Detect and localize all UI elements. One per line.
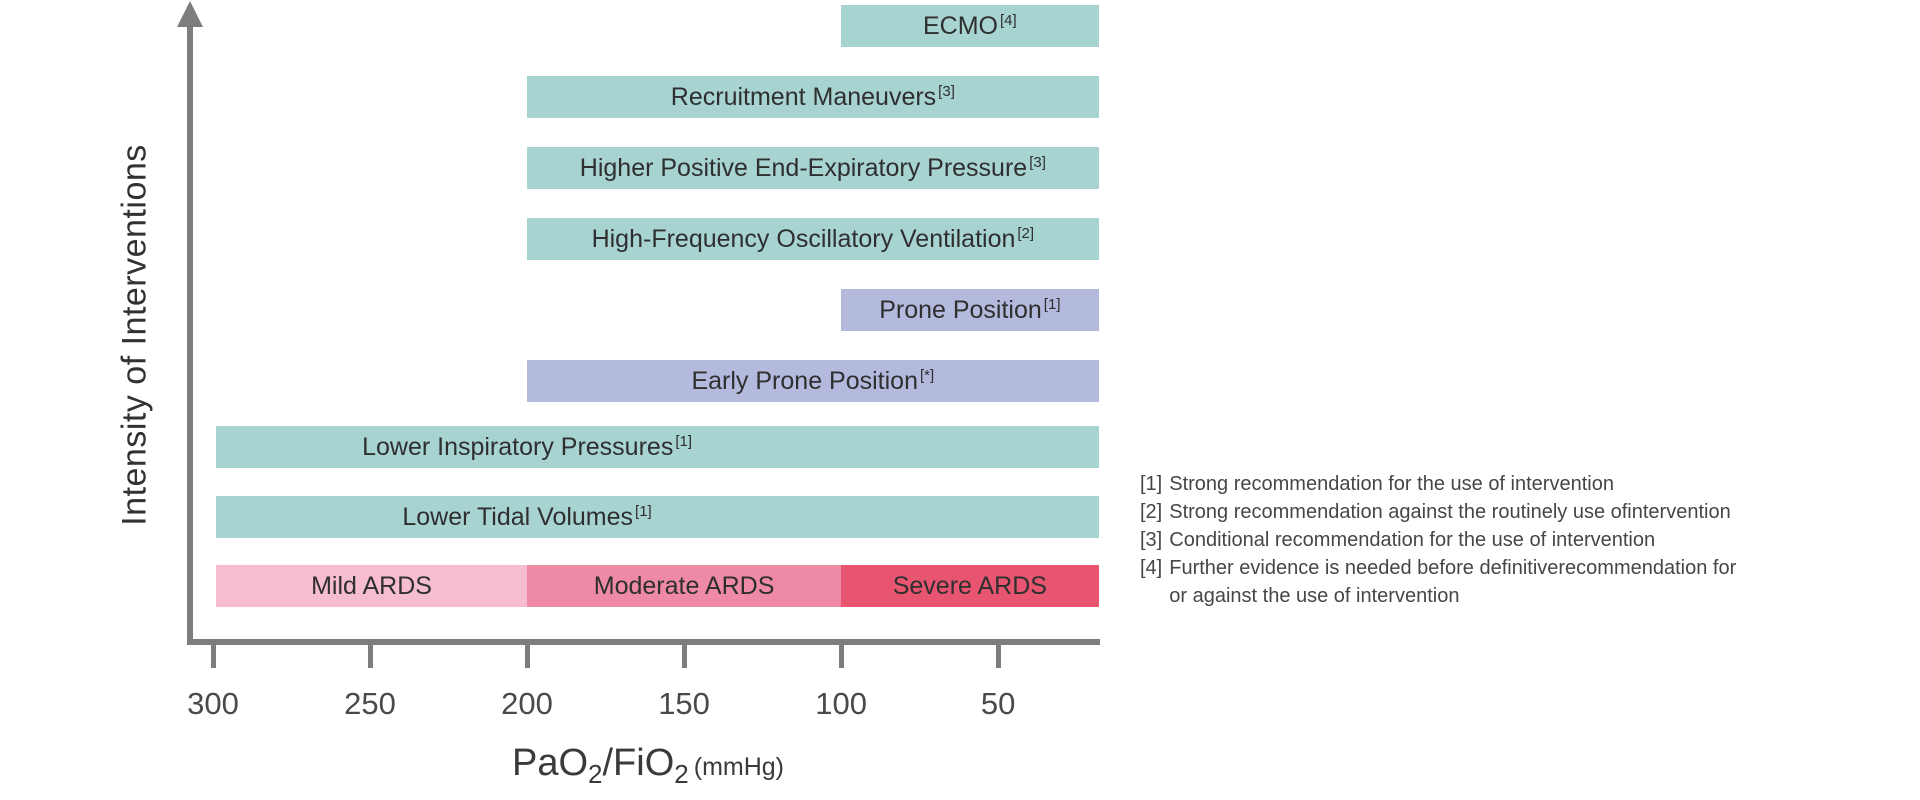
intervention-bar-label: Recruitment Maneuvers [3] — [670, 82, 955, 111]
legend-item: [2] Strong recommendation against the rou… — [1140, 498, 1736, 526]
intervention-bar-label: Prone Position [1] — [879, 295, 1061, 324]
recommendation-ref: [2] — [1017, 224, 1035, 242]
recommendation-ref: [3] — [938, 82, 955, 100]
intervention-bar-label: Higher Positive End-Expiratory Pressure[… — [579, 153, 1046, 182]
intervention-bar-label: Lower Tidal Volumes [1] — [402, 502, 652, 531]
legend-item-text: Further evidence is needed before defini… — [1169, 554, 1736, 610]
x-axis-title-unit: (mmHg) — [693, 753, 785, 781]
y-axis-title: Intensity of Interventions — [115, 144, 154, 526]
x-axis-tick-label: 300 — [187, 686, 239, 721]
legend-item-text: Strong recommendation for the use of int… — [1169, 470, 1614, 498]
intervention-bar-label: High-Frequency Oscillatory Ventilation [2… — [591, 224, 1035, 253]
recommendation-ref: [*] — [919, 366, 935, 384]
legend-item-line: Strong recommendation for the use of int… — [1169, 473, 1614, 495]
recommendation-ref: [3] — [1029, 153, 1046, 171]
x-axis-tick-label: 250 — [344, 686, 396, 721]
intervention-bar: Recruitment Maneuvers [3] — [527, 76, 1099, 118]
legend-item-text: Conditional recommendation for the use o… — [1169, 526, 1655, 554]
severity-band-label: Mild ARDS — [311, 572, 432, 600]
legend-item: [3] Conditional recommendation for the us… — [1140, 526, 1736, 554]
legend-item-ref: [1] — [1140, 473, 1163, 495]
legend-item-line: or against the use of intervention — [1169, 585, 1460, 607]
x-axis-title-sub2: 2 — [674, 759, 689, 789]
legend-item: [4] Further evidence is needed before def… — [1140, 554, 1736, 610]
x-axis-tick — [524, 645, 530, 668]
x-axis-tick — [681, 645, 687, 668]
intervention-bar-label: ECMO [4] — [923, 11, 1017, 40]
x-axis-tick — [210, 645, 216, 668]
x-axis-title-sub1: 2 — [588, 759, 603, 789]
legend-item-line: Further evidence is needed before defini… — [1169, 557, 1737, 579]
intervention-bar: Lower Inspiratory Pressures [1] — [216, 426, 1099, 468]
x-axis-title-base1: PaO — [511, 742, 589, 784]
x-axis-tick-label: 100 — [815, 686, 867, 721]
y-axis-line — [187, 22, 193, 645]
intervention-bar-label: Early Prone Position [*] — [691, 366, 935, 395]
legend-item-line: Conditional recommendation for the use o… — [1169, 529, 1656, 551]
recommendation-ref: [1] — [635, 502, 652, 520]
intervention-bar: Prone Position [1] — [841, 289, 1099, 331]
severity-band: Severe ARDS — [841, 565, 1099, 607]
x-axis-title: PaO2/FiO2 (mmHg) — [511, 742, 785, 789]
x-axis-tick-label: 150 — [658, 686, 710, 721]
recommendation-ref: [1] — [1043, 295, 1061, 313]
recommendation-ref: [4] — [1000, 11, 1017, 29]
intervention-bar: Early Prone Position [*] — [527, 360, 1099, 402]
x-axis-tick — [838, 645, 844, 668]
x-axis-title-base2: /FiO — [602, 742, 675, 784]
legend: [1] Strong recommendation for the use of … — [1140, 470, 1736, 610]
severity-band-label: Moderate ARDS — [593, 572, 775, 600]
intervention-bar: Higher Positive End-Expiratory Pressure[… — [527, 147, 1099, 189]
legend-item-ref: [2] — [1140, 501, 1163, 523]
x-axis-tick — [367, 645, 373, 668]
intervention-bar: Lower Tidal Volumes [1] — [216, 496, 1099, 538]
legend-item-ref: [4] — [1140, 557, 1163, 579]
legend-item: [1] Strong recommendation for the use of … — [1140, 470, 1736, 498]
x-axis-tick-label: 50 — [980, 686, 1016, 721]
x-axis-tick — [995, 645, 1001, 668]
recommendation-ref: [1] — [675, 432, 693, 450]
intervention-bar-label: Lower Inspiratory Pressures [1] — [362, 432, 693, 461]
intervention-bar: ECMO [4] — [841, 5, 1099, 47]
x-axis-line — [187, 639, 1100, 645]
severity-band: Moderate ARDS — [527, 565, 842, 607]
legend-item-ref: [3] — [1140, 529, 1163, 551]
legend-item-line: Strong recommendation against the routin… — [1169, 501, 1731, 523]
intervention-bar: High-Frequency Oscillatory Ventilation [2… — [527, 218, 1099, 260]
legend-item-text: Strong recommendation against the routin… — [1169, 498, 1730, 526]
severity-band-label: Severe ARDS — [892, 572, 1047, 600]
x-axis-tick-label: 200 — [501, 686, 553, 721]
severity-band: Mild ARDS — [216, 565, 528, 607]
